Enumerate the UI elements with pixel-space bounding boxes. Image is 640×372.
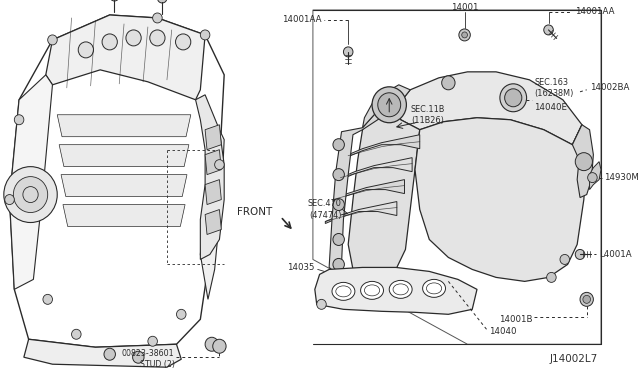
Text: 14040E: 14040E <box>534 103 567 112</box>
Circle shape <box>580 292 593 306</box>
Circle shape <box>78 42 93 58</box>
Circle shape <box>152 13 162 23</box>
Circle shape <box>214 160 224 170</box>
Polygon shape <box>348 108 420 279</box>
Text: 14035: 14035 <box>287 263 315 272</box>
Circle shape <box>588 173 597 183</box>
Ellipse shape <box>422 279 445 297</box>
Circle shape <box>333 169 344 180</box>
Circle shape <box>333 199 344 211</box>
Polygon shape <box>205 209 221 234</box>
Ellipse shape <box>332 282 355 300</box>
Polygon shape <box>329 108 396 272</box>
Circle shape <box>4 167 57 222</box>
Polygon shape <box>57 115 191 137</box>
Circle shape <box>126 30 141 46</box>
Circle shape <box>175 34 191 50</box>
Polygon shape <box>325 202 397 224</box>
Polygon shape <box>196 95 224 259</box>
Text: L4001A: L4001A <box>599 250 632 259</box>
Circle shape <box>4 195 14 205</box>
Circle shape <box>500 84 527 112</box>
Text: 14001: 14001 <box>451 3 478 13</box>
Circle shape <box>177 310 186 319</box>
Circle shape <box>544 25 554 35</box>
Circle shape <box>205 337 218 351</box>
Circle shape <box>14 115 24 125</box>
Circle shape <box>317 299 326 310</box>
Text: FRONT: FRONT <box>237 206 272 217</box>
Circle shape <box>132 351 144 363</box>
Circle shape <box>157 0 167 3</box>
Circle shape <box>48 35 57 45</box>
Text: SEC.470
(47474): SEC.470 (47474) <box>308 199 342 219</box>
Polygon shape <box>200 130 224 299</box>
Circle shape <box>333 259 344 270</box>
Circle shape <box>344 47 353 57</box>
Circle shape <box>333 234 344 246</box>
Circle shape <box>459 29 470 41</box>
Polygon shape <box>348 135 420 157</box>
Polygon shape <box>63 205 185 227</box>
Polygon shape <box>10 15 224 347</box>
Circle shape <box>109 0 119 1</box>
Polygon shape <box>46 15 205 100</box>
Circle shape <box>102 34 117 50</box>
Circle shape <box>43 294 52 304</box>
Circle shape <box>575 250 585 259</box>
Circle shape <box>200 30 210 40</box>
Circle shape <box>575 153 593 171</box>
Circle shape <box>13 177 48 212</box>
Polygon shape <box>572 125 593 198</box>
Polygon shape <box>315 267 477 314</box>
Circle shape <box>505 89 522 107</box>
Polygon shape <box>589 162 601 190</box>
Circle shape <box>104 348 115 360</box>
Ellipse shape <box>389 280 412 298</box>
Circle shape <box>560 254 570 264</box>
Polygon shape <box>205 150 221 174</box>
Polygon shape <box>59 145 189 167</box>
Text: 14002BA: 14002BA <box>589 83 629 92</box>
Polygon shape <box>61 174 187 196</box>
Polygon shape <box>205 125 221 150</box>
Circle shape <box>212 339 226 353</box>
Text: 14001AA: 14001AA <box>282 16 321 25</box>
Text: 14001AA: 14001AA <box>575 7 615 16</box>
Circle shape <box>372 87 406 123</box>
Polygon shape <box>205 180 221 205</box>
Circle shape <box>442 76 455 90</box>
Text: 14930M: 14930M <box>604 173 639 182</box>
Text: SEC.11B
(11B26): SEC.11B (11B26) <box>410 105 445 125</box>
Polygon shape <box>396 72 582 145</box>
Circle shape <box>333 139 344 151</box>
Polygon shape <box>24 339 181 367</box>
Polygon shape <box>333 180 404 202</box>
Circle shape <box>72 329 81 339</box>
Text: 00823-38601
STUD (2): 00823-38601 STUD (2) <box>122 349 175 369</box>
Text: 14001B: 14001B <box>499 315 532 324</box>
Polygon shape <box>340 158 412 180</box>
Polygon shape <box>415 118 587 281</box>
Polygon shape <box>10 75 52 289</box>
Text: 14040: 14040 <box>490 327 517 336</box>
Circle shape <box>378 93 401 117</box>
Circle shape <box>583 295 591 303</box>
Circle shape <box>547 272 556 282</box>
Ellipse shape <box>360 281 383 299</box>
Circle shape <box>461 32 467 38</box>
Polygon shape <box>362 85 410 128</box>
Circle shape <box>150 30 165 46</box>
Text: SEC.163
(16238M): SEC.163 (16238M) <box>534 78 573 98</box>
Text: J14002L7: J14002L7 <box>550 354 598 364</box>
Circle shape <box>148 336 157 346</box>
